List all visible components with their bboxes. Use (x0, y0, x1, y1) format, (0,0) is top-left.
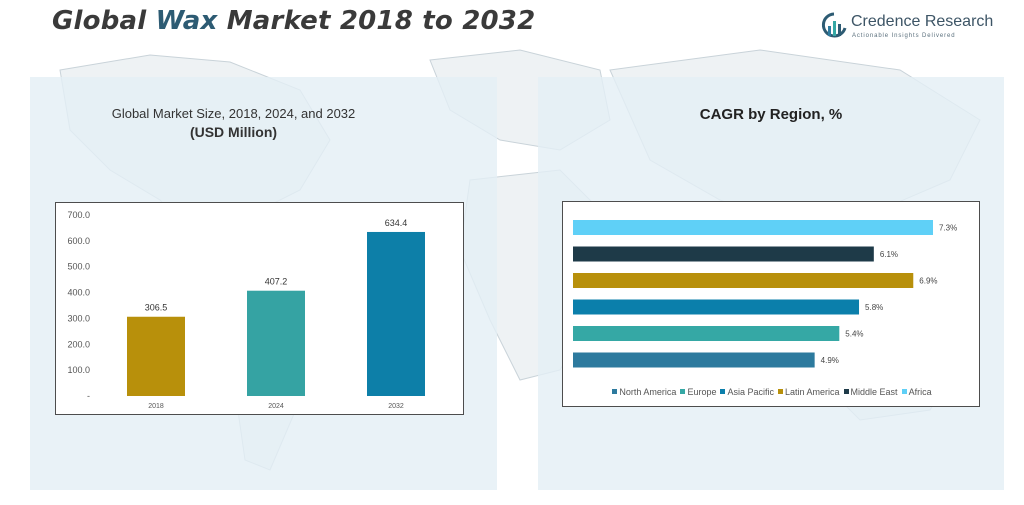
cagr-chart-svg: 4.9% 5.4% 5.8% 6.9% 6.1% 7.3% (573, 220, 957, 368)
legend-label: Europe (687, 387, 717, 397)
page-title-accent: Wax (155, 6, 218, 36)
logo-mark-icon (821, 12, 847, 38)
legend-swatch (612, 389, 618, 394)
legend-swatch (720, 389, 726, 394)
x-tick-label: 2024 (268, 403, 284, 410)
cagr-chart: 4.9% 5.4% 5.8% 6.9% 6.1% 7.3% North America Eu… (562, 201, 980, 407)
bar-value-label: 634.4 (385, 218, 408, 228)
x-tick-label: 2018 (148, 403, 164, 410)
legend-item: Middle East (843, 387, 898, 397)
cagr-value-label: 4.9% (821, 356, 839, 365)
cagr-value-label: 6.9% (919, 277, 937, 286)
legend-label: Asia Pacific (727, 387, 774, 397)
legend-item: Europe (680, 387, 716, 397)
cagr-bar-middle-east (573, 246, 874, 262)
y-tick-label: - (87, 391, 90, 401)
market-size-chart-title: Global Market Size, 2018, 2024, and 2032 (111, 106, 356, 121)
legend-swatch (680, 389, 686, 394)
legend-label: Middle East (850, 387, 898, 397)
cagr-bar-africa (573, 220, 933, 235)
x-tick-label: 2032 (388, 403, 404, 410)
legend-item: Latin America (778, 387, 840, 397)
y-tick-label: 400.0 (67, 288, 90, 298)
legend-label: Africa (908, 387, 932, 397)
page-title: Global Wax Market 2018 to 2032 (52, 6, 536, 36)
legend-swatch (778, 389, 783, 394)
cagr-value-label: 6.1% (880, 250, 898, 259)
cagr-chart-title: CAGR by Region, % (699, 106, 843, 123)
bar-value-label: 306.5 (145, 303, 168, 313)
logo-tagline: Actionable Insights Delivered (852, 33, 956, 39)
cagr-bar-europe (573, 326, 840, 341)
bar-2032 (367, 231, 425, 396)
y-tick-label: 300.0 (67, 313, 90, 323)
cagr-legend: North America Europe Asia Pacific Latin Ame… (563, 387, 981, 397)
cagr-bar-north-america (573, 352, 815, 368)
cagr-value-label: 5.4% (845, 330, 863, 339)
y-tick-label: 500.0 (67, 262, 90, 272)
cagr-bar-latin-america (573, 273, 914, 288)
legend-item: North America (612, 387, 676, 397)
credence-research-logo: Credence Research Actionable Insights De… (821, 12, 1001, 48)
market-size-chart-svg: - 100.0 200.0 300.0 400.0 500.0 600.0 700.0 306.… (67, 210, 425, 410)
y-tick-label: 100.0 (67, 365, 90, 375)
legend-item: Africa (901, 387, 932, 397)
legend-label: North America (619, 387, 677, 397)
cagr-value-label: 7.3% (939, 224, 957, 233)
market-size-chart: - 100.0 200.0 300.0 400.0 500.0 600.0 700.0 306.… (55, 202, 464, 415)
market-size-chart-subtitle: (USD Million) (189, 124, 278, 140)
legend-swatch (843, 389, 849, 394)
bar-value-label: 407.2 (265, 277, 288, 287)
cagr-value-label: 5.8% (865, 303, 883, 312)
bar-2018 (127, 316, 185, 396)
legend-swatch (901, 389, 907, 394)
y-tick-label: 200.0 (67, 339, 90, 349)
bar-2024 (247, 290, 305, 396)
legend-item: Asia Pacific (720, 387, 774, 397)
y-tick-label: 600.0 (67, 236, 90, 246)
logo-name: Credence Research (851, 13, 994, 30)
cagr-bar-asia-pacific (573, 299, 860, 315)
y-tick-label: 700.0 (67, 210, 90, 220)
legend-label: Latin America (785, 387, 840, 397)
